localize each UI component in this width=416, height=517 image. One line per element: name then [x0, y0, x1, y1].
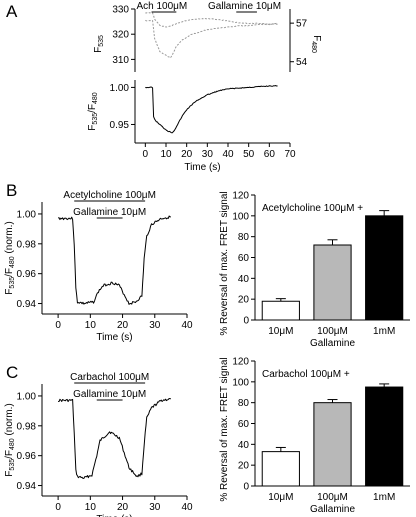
bar	[261, 300, 300, 321]
x-tick-label: 20	[117, 320, 129, 331]
x-tick-label: 0	[143, 149, 149, 160]
y-tick-label: 1.00	[17, 391, 37, 402]
chart-b-trace: 0.94 0.96 0.98 1.00 0 10 20 30 40 Time (s) F535/F4…	[4, 190, 193, 343]
drug-label: Gallamine 10μM	[208, 1, 281, 12]
chart-title: Acetylcholine 100μM +	[262, 203, 363, 214]
drug-label: Carbachol 100μM	[70, 372, 149, 383]
x-axis-label: Time (s)	[96, 514, 132, 517]
series-trace	[58, 397, 172, 479]
y2-tick-label: 54	[296, 57, 308, 68]
series-f535	[145, 12, 278, 28]
y-tick-label: 80	[238, 232, 250, 243]
x-axis-label: Time (s)	[184, 162, 220, 173]
chart-b-bar: 0 20 40 60 80 100 120 Acetylcholine 100μM + % Re…	[219, 191, 410, 349]
y-tick-label: 0.94	[17, 481, 37, 492]
x-tick-label: 50	[243, 149, 255, 160]
category-label: 1mM	[373, 326, 395, 337]
y-axis-label: F535/F480	[87, 92, 99, 130]
y-tick-label: 0.98	[17, 239, 37, 250]
category-label: 10μM	[268, 492, 293, 503]
y-tick-label: 310	[112, 55, 129, 66]
y-tick-label: 40	[238, 274, 250, 285]
series-trace	[57, 215, 171, 305]
category-label: 1mM	[373, 492, 395, 503]
x-tick-label: 40	[181, 502, 193, 513]
y-tick-label: 20	[238, 295, 250, 306]
x-axis-label: Gallamine	[310, 504, 355, 515]
y-tick-label: 0	[243, 316, 249, 327]
series-f480	[145, 19, 278, 59]
y-tick-label: 60	[238, 419, 250, 430]
drug-label: Acetylcholine 100μM	[63, 190, 155, 201]
x-tick-label: 10	[160, 149, 172, 160]
y-tick-label: 0.94	[17, 299, 37, 310]
x-tick-label: 10	[85, 320, 97, 331]
category-label: 100μM	[317, 492, 348, 503]
x-tick-label: 40	[181, 320, 193, 331]
bar	[313, 402, 352, 487]
y-axis-label: F535/F480 (norm.)	[4, 403, 16, 476]
y-axis-label: % Reversal of max. FRET signal	[219, 191, 230, 335]
x-tick-label: 0	[55, 320, 61, 331]
y-axis-label: F535	[93, 35, 105, 53]
y-tick-label: 0.98	[17, 421, 37, 432]
x-tick-label: 10	[85, 502, 97, 513]
y-tick-label: 0	[243, 482, 249, 493]
bar	[365, 386, 404, 487]
chart-a-bottom: 0.95 1.00 0 10 20 30 40 50 60 70 Time (s) F535/F480	[87, 80, 296, 173]
drug-label: Gallamine 10μM	[73, 389, 146, 400]
y-tick-label: 330	[112, 5, 129, 16]
y-tick-label: 320	[112, 30, 129, 41]
y-tick-label: 1.00	[17, 209, 37, 220]
y2-axis-label: F480	[310, 35, 322, 53]
x-tick-label: 40	[222, 149, 234, 160]
x-tick-label: 60	[264, 149, 276, 160]
y-tick-label: 0.96	[17, 269, 37, 280]
bar	[261, 451, 300, 487]
y-tick-label: 0.96	[17, 451, 37, 462]
chart-title: Carbachol 100μM +	[262, 369, 350, 380]
y-tick-label: 100	[232, 211, 249, 222]
x-tick-label: 70	[284, 149, 296, 160]
panel-letter-b: B	[6, 181, 17, 200]
y-tick-label: 80	[238, 398, 250, 409]
x-tick-label: 30	[202, 149, 214, 160]
x-tick-label: 30	[149, 320, 161, 331]
chart-c-bar: 0 20 40 60 80 100 120 Carbachol 100μM + % Revers…	[219, 357, 410, 515]
y-tick-label: 100	[232, 377, 249, 388]
y-tick-label: 120	[232, 191, 249, 202]
x-tick-label: 30	[149, 502, 161, 513]
bar	[313, 244, 352, 321]
y-tick-label: 1.00	[110, 83, 130, 94]
bar	[365, 215, 404, 321]
y2-tick-label: 57	[296, 19, 308, 30]
y-tick-label: 0.95	[110, 120, 130, 131]
x-tick-label: 20	[181, 149, 193, 160]
drug-label: Gallamine 10μM	[73, 207, 146, 218]
category-label: 100μM	[317, 326, 348, 337]
x-axis-label: Gallamine	[310, 338, 355, 349]
x-axis-label: Time (s)	[96, 332, 132, 343]
y-tick-label: 120	[232, 357, 249, 368]
series-ratio	[145, 85, 278, 134]
panel-letter-a: A	[6, 2, 18, 21]
chart-c-trace: 0.94 0.96 0.98 1.00 0 10 20 30 40 Time (s) F535/F4…	[4, 372, 193, 517]
panel-letter-c: C	[6, 363, 18, 382]
y-axis-label: % Reversal of max. FRET signal	[219, 357, 230, 501]
x-tick-label: 20	[117, 502, 129, 513]
chart-a-top: 310 320 330 54 57 F535 F480 Ach 100μM Gallamine …	[93, 1, 322, 72]
drug-label: Ach 100μM	[136, 1, 187, 12]
y-tick-label: 20	[238, 461, 250, 472]
y-tick-label: 60	[238, 253, 250, 264]
y-tick-label: 40	[238, 440, 250, 451]
y-axis-label: F535/F480 (norm.)	[4, 221, 16, 294]
x-tick-label: 0	[55, 502, 61, 513]
category-label: 10μM	[268, 326, 293, 337]
